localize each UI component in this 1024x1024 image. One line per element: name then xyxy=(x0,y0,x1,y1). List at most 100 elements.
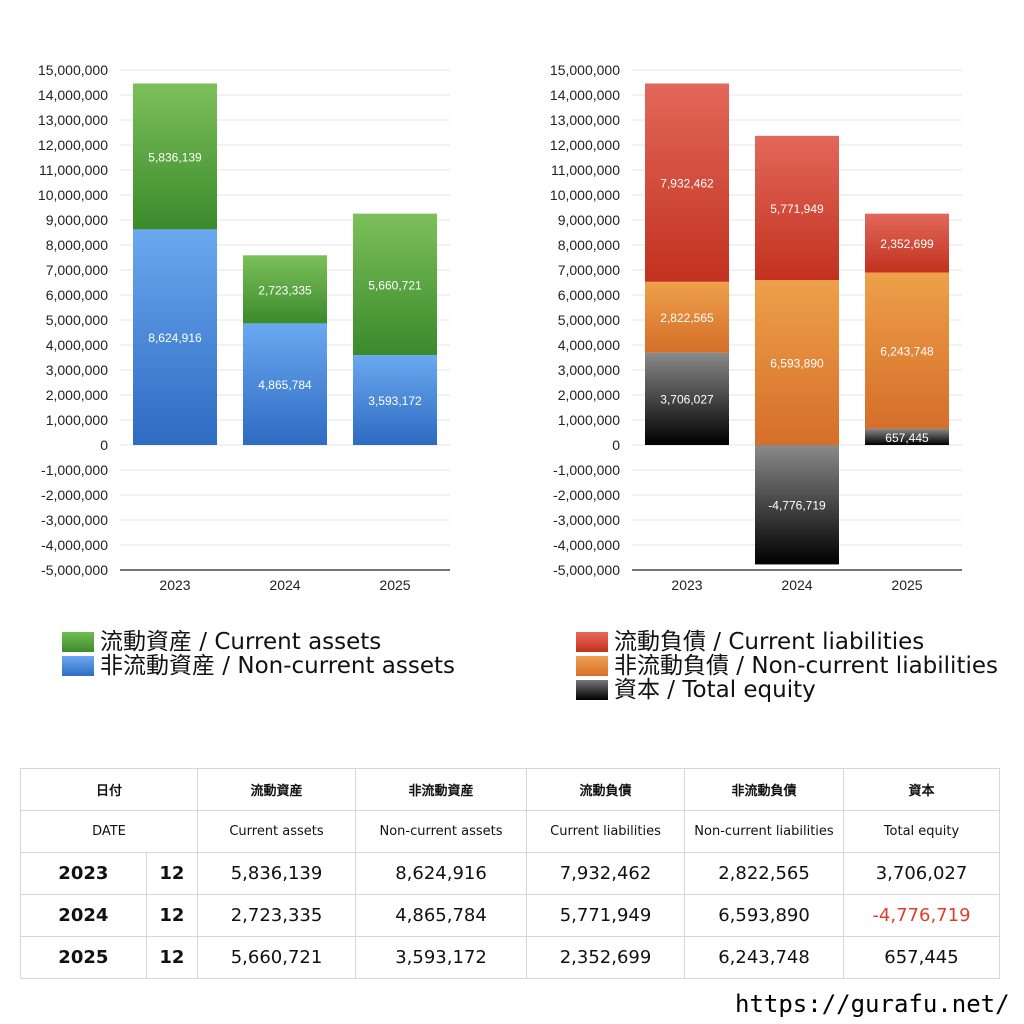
bar-segment xyxy=(755,135,839,281)
liabilities-equity-chart: -5,000,000 -4,000,000 -3,000,000 -2,000,000… xyxy=(550,62,962,593)
y-tick-label: 7,000,000 xyxy=(558,262,620,278)
row-month: 12 xyxy=(145,936,199,979)
y-tick-label: 15,000,000 xyxy=(38,62,108,78)
bar-segment xyxy=(865,428,949,445)
row-year: 2023 xyxy=(20,852,147,895)
cell-non-current-liabilities: 2,822,565 xyxy=(684,852,844,895)
x-tick-label: 2024 xyxy=(781,577,812,593)
y-tick-label: -3,000,000 xyxy=(41,512,108,528)
cell-total-equity: 3,706,027 xyxy=(843,852,1000,895)
balance-table: 日付 流動資産 非流動資産 流動負債 非流動負債 資本 DATE Current… xyxy=(20,768,1000,979)
cell-non-current-assets: 4,865,784 xyxy=(355,894,527,937)
liabilities-legend: 流動負債 / Current liabilities 非流動負債 / Non-c… xyxy=(576,630,998,702)
header-date-jp: 日付 xyxy=(20,768,198,811)
table-row: 2023 12 5,836,139 8,624,916 7,932,462 2,… xyxy=(20,852,1000,895)
bar-segment xyxy=(645,352,729,445)
bar-segment xyxy=(645,83,729,282)
y-tick-label: -5,000,000 xyxy=(41,562,108,578)
header-cell: Total equity xyxy=(843,810,1000,853)
header-cell: 流動資産 xyxy=(197,768,356,811)
cell-current-assets: 2,723,335 xyxy=(197,894,356,937)
assets-legend: 流動資産 / Current assets 非流動資産 / Non-curren… xyxy=(62,630,455,678)
y-tick-label: 11,000,000 xyxy=(39,162,108,178)
row-year: 2024 xyxy=(20,894,147,937)
header-cell: Non-current liabilities xyxy=(684,810,844,853)
bar-value-label: 5,771,949 xyxy=(770,202,824,216)
header-cell: Current liabilities xyxy=(526,810,685,853)
header-cell: 流動負債 xyxy=(526,768,685,811)
y-tick-label: -2,000,000 xyxy=(41,487,108,503)
legend-item-current-assets: 流動資産 / Current assets xyxy=(62,630,455,654)
bar-segment xyxy=(133,83,217,230)
legend-swatch-non-current-liabilities xyxy=(576,656,608,676)
y-tick-label: 0 xyxy=(100,437,108,453)
y-tick-label: -1,000,000 xyxy=(41,462,108,478)
cell-total-equity: 657,445 xyxy=(843,936,1000,979)
y-tick-label: 0 xyxy=(612,437,620,453)
bar-value-label: 5,836,139 xyxy=(148,150,202,164)
y-tick-label: 3,000,000 xyxy=(46,362,108,378)
site-url[interactable]: https://gurafu.net/ xyxy=(735,990,1010,1018)
legend-label: 非流動負債 / Non-current liabilities xyxy=(614,653,998,679)
y-tick-label: 15,000,000 xyxy=(550,62,620,78)
legend-label: 流動資産 / Current assets xyxy=(100,629,382,655)
legend-item-non-current-liabilities: 非流動負債 / Non-current liabilities xyxy=(576,654,998,678)
bar-segment xyxy=(243,323,327,445)
cell-current-liabilities: 5,771,949 xyxy=(526,894,685,937)
table-row: 2024 12 2,723,335 4,865,784 5,771,949 6,… xyxy=(20,894,1000,937)
y-tick-label: 2,000,000 xyxy=(46,387,108,403)
bar-value-label: 657,445 xyxy=(885,431,929,445)
y-tick-label: 14,000,000 xyxy=(38,87,108,103)
row-month: 12 xyxy=(145,894,199,937)
cell-total-equity: -4,776,719 xyxy=(843,894,1000,937)
y-tick-label: 12,000,000 xyxy=(38,137,108,153)
y-tick-label: 12,000,000 xyxy=(550,137,620,153)
y-tick-label: -3,000,000 xyxy=(553,512,620,528)
y-tick-label: 10,000,000 xyxy=(550,187,620,203)
legend-label: 流動負債 / Current liabilities xyxy=(614,629,925,655)
y-tick-label: -4,000,000 xyxy=(41,537,108,553)
cell-current-assets: 5,660,721 xyxy=(197,936,356,979)
cell-non-current-liabilities: 6,593,890 xyxy=(684,894,844,937)
header-cell: 資本 xyxy=(843,768,1000,811)
bar-value-label: 3,706,027 xyxy=(660,393,714,407)
bar-value-label: 2,723,335 xyxy=(258,283,312,297)
y-tick-label: 7,000,000 xyxy=(46,262,108,278)
y-tick-label: 9,000,000 xyxy=(46,212,108,228)
y-tick-label: 8,000,000 xyxy=(558,237,620,253)
y-tick-label: -5,000,000 xyxy=(553,562,620,578)
y-tick-label: 6,000,000 xyxy=(558,287,620,303)
x-tick-label: 2025 xyxy=(891,577,922,593)
y-tick-label: 3,000,000 xyxy=(558,362,620,378)
y-tick-label: 11,000,000 xyxy=(551,162,620,178)
cell-current-liabilities: 7,932,462 xyxy=(526,852,685,895)
bar-segment xyxy=(755,280,839,445)
y-tick-label: 5,000,000 xyxy=(558,312,620,328)
y-tick-label: 9,000,000 xyxy=(558,212,620,228)
y-tick-label: -2,000,000 xyxy=(553,487,620,503)
y-tick-label: 1,000,000 xyxy=(46,412,108,428)
bar-value-label: 6,243,748 xyxy=(880,345,934,359)
x-tick-label: 2024 xyxy=(269,577,300,593)
legend-swatch-current-assets xyxy=(62,632,94,652)
header-cell: Current assets xyxy=(197,810,356,853)
bar-segment xyxy=(645,281,729,353)
legend-item-total-equity: 資本 / Total equity xyxy=(576,678,998,702)
cell-non-current-liabilities: 6,243,748 xyxy=(684,936,844,979)
y-tick-label: -4,000,000 xyxy=(553,537,620,553)
y-tick-label: 2,000,000 xyxy=(558,387,620,403)
y-tick-label: 1,000,000 xyxy=(558,412,620,428)
bar-segment xyxy=(353,355,437,445)
x-tick-label: 2023 xyxy=(671,577,702,593)
table-row: 2025 12 5,660,721 3,593,172 2,352,699 6,… xyxy=(20,936,1000,979)
cell-current-liabilities: 2,352,699 xyxy=(526,936,685,979)
bar-segment xyxy=(133,229,217,445)
bar-value-label: 2,822,565 xyxy=(660,311,714,325)
y-tick-label: 13,000,000 xyxy=(38,112,108,128)
bar-value-label: 8,624,916 xyxy=(148,331,202,345)
table-header-en: DATE Current assets Non-current assets C… xyxy=(20,810,1000,853)
legend-item-non-current-assets: 非流動資産 / Non-current assets xyxy=(62,654,455,678)
table-header-jp: 日付 流動資産 非流動資産 流動負債 非流動負債 資本 xyxy=(20,768,1000,811)
x-tick-label: 2025 xyxy=(379,577,410,593)
cell-non-current-assets: 3,593,172 xyxy=(355,936,527,979)
